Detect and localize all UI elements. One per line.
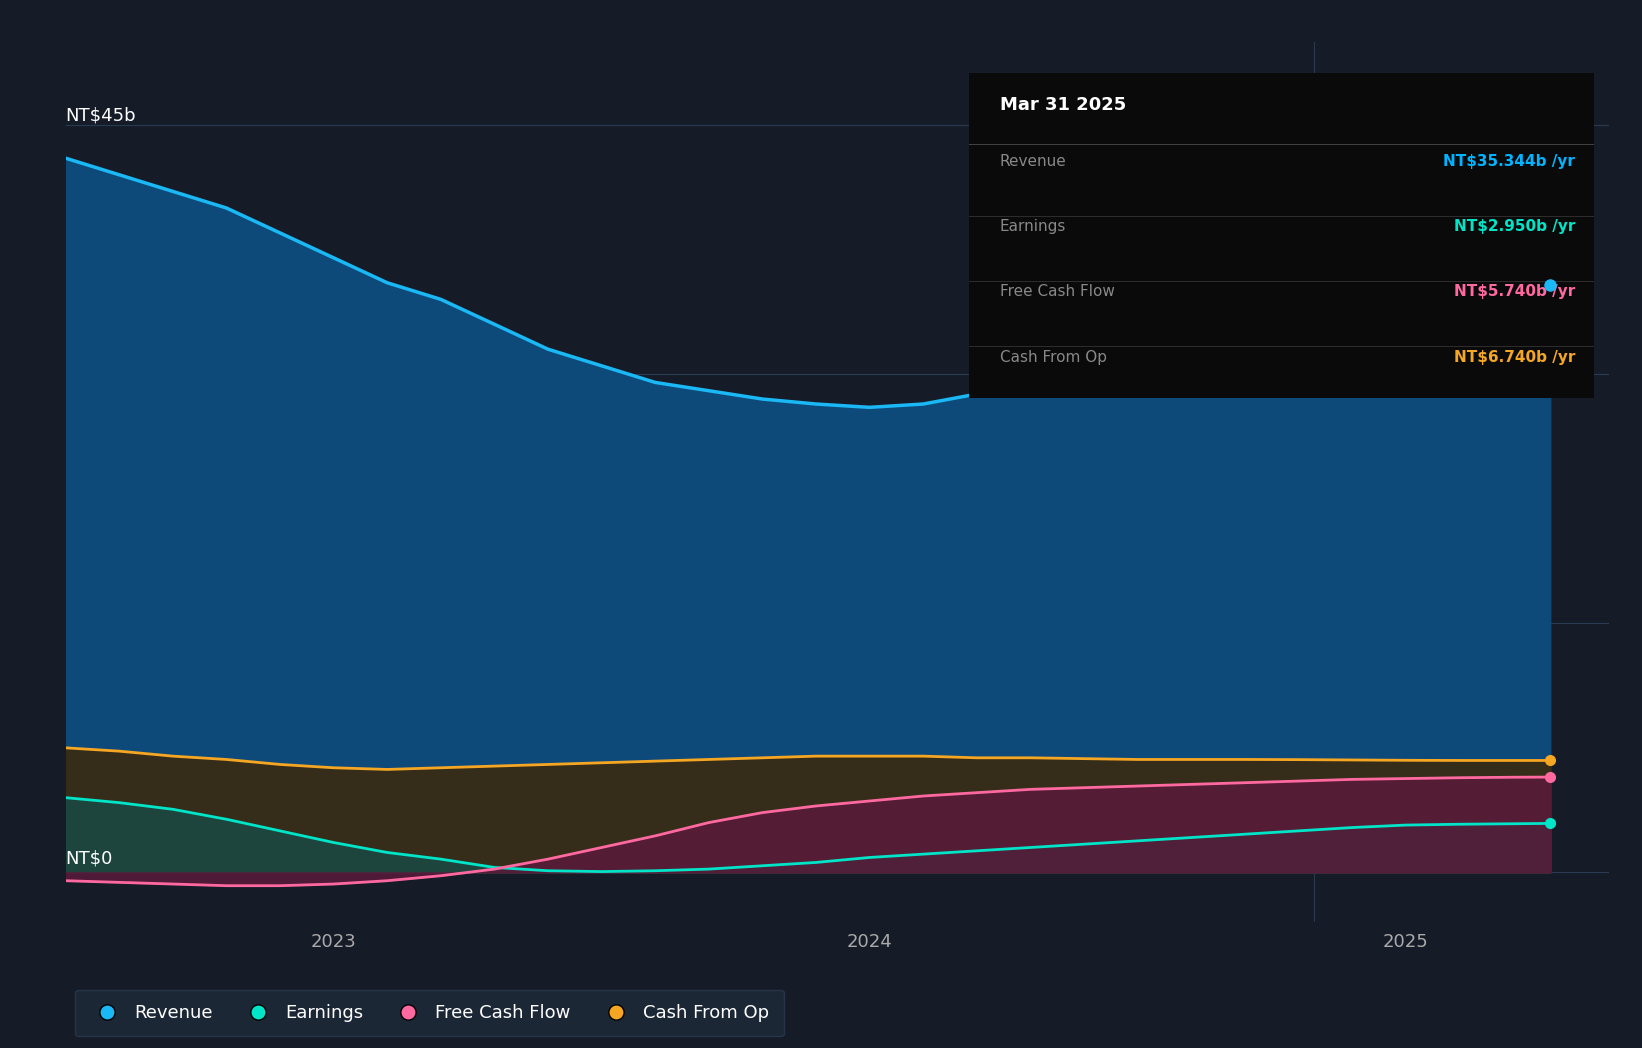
Legend: Revenue, Earnings, Free Cash Flow, Cash From Op: Revenue, Earnings, Free Cash Flow, Cash …: [74, 989, 783, 1036]
Text: NT$45b: NT$45b: [66, 107, 136, 125]
Text: NT$0: NT$0: [66, 850, 113, 868]
Text: Past: Past: [1325, 84, 1363, 102]
